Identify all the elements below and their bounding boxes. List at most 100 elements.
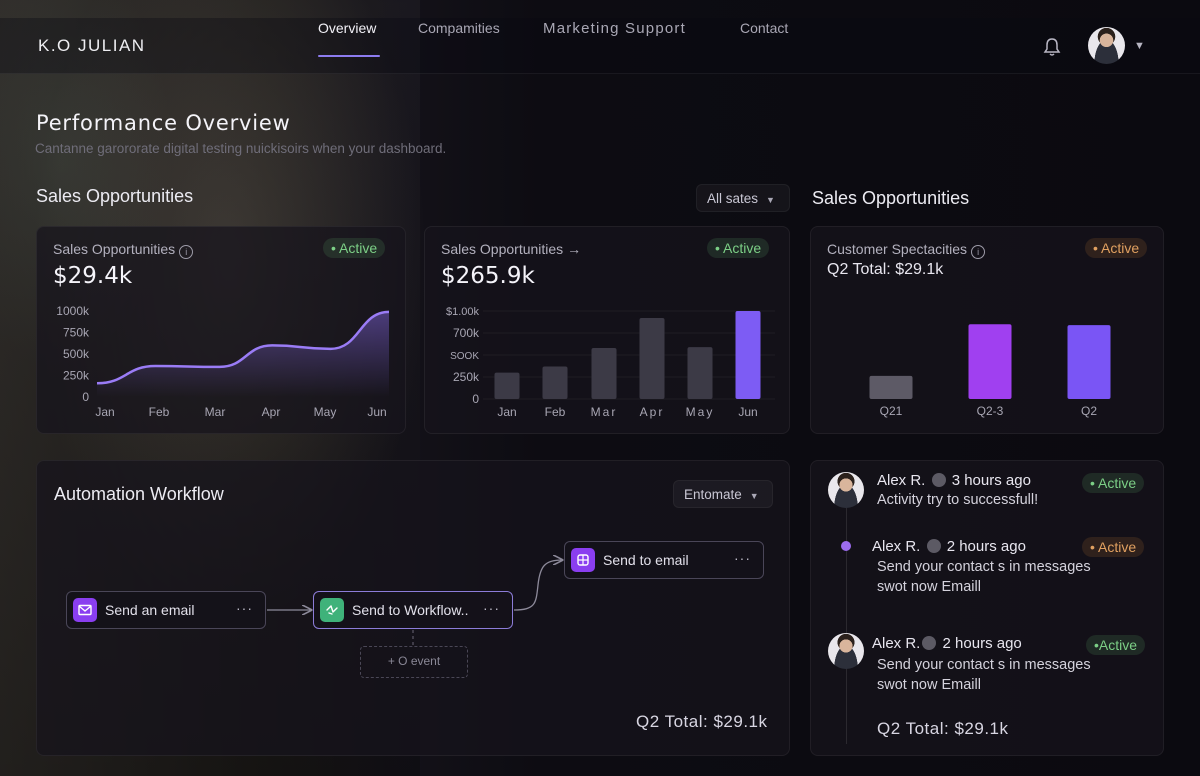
x-tick-label: Jan [497, 405, 516, 419]
bar [591, 347, 617, 399]
y-tick-label: 250k [63, 369, 90, 383]
workflow-total: Q2 Total: $29.1k [636, 712, 768, 731]
more-options-icon[interactable]: ··· [734, 550, 751, 566]
feed-item-text: Activity try to successfull! [877, 492, 1039, 508]
grid-icon [571, 548, 595, 572]
sales-filter-dropdown[interactable]: All sates ▼ [696, 184, 790, 212]
sales-line-card: Sales Opportunities i $29.4k • Active 100… [36, 226, 406, 434]
bar [735, 311, 761, 399]
x-tick-label: Jun [367, 405, 386, 419]
add-event-button[interactable]: + O event [360, 646, 468, 678]
chevron-down-icon: ▼ [749, 491, 759, 501]
feed-item-header: Alex R. 2 hours ago [872, 635, 1022, 652]
bar-chart: $1.00k 700k SOOK 250k 0 Jan Feb Mar Apr May Jun [446, 306, 775, 419]
bar [1067, 325, 1111, 399]
node-label: Send to Workflow.. [352, 602, 469, 618]
y-tick-label: 750k [63, 326, 90, 340]
page-title: Performance Overview [36, 111, 291, 135]
avatar[interactable] [828, 472, 864, 508]
workflow-filter-label: Entomate [684, 487, 742, 502]
x-tick-label: Feb [149, 405, 170, 419]
mail-icon [73, 598, 97, 622]
more-options-icon[interactable]: ··· [483, 600, 500, 616]
workflow-node-send-to-email[interactable]: Send to email ··· [564, 541, 764, 579]
x-tick-label: Q2 [1081, 404, 1097, 418]
y-tick-label: 250k [453, 370, 480, 384]
line-chart: 1000k 750k 500k 250k 0 Jan Feb Mar Apr May Jun [56, 304, 390, 419]
status-badge: • Active [323, 238, 386, 258]
status-badge: • Active [1082, 473, 1145, 493]
right-section-title: Sales Opportunities [812, 188, 970, 208]
x-tick-label: May [314, 405, 337, 419]
activity-feed-card [810, 460, 1164, 756]
sales-filter-label: All sates [707, 191, 759, 206]
status-dot-icon [922, 636, 937, 650]
sales-bar-card: Sales Opportunities → $265.9k • Active $… [424, 226, 790, 434]
bar-card-value: $265.9k [441, 263, 535, 289]
notification-bell-icon[interactable] [1041, 36, 1063, 58]
customer-card-title: Customer Spectacities i [827, 241, 986, 259]
info-icon[interactable]: i [971, 245, 986, 259]
feed-item-text: Send your contact s in messages swot now… [877, 559, 1091, 595]
nav-overview[interactable]: Overview [318, 20, 377, 36]
x-tick-label: Jun [738, 405, 757, 419]
feed-item-text: Send your contact s in messages swot now… [877, 657, 1091, 693]
y-tick-label: $1.00k [446, 306, 480, 318]
chevron-down-icon[interactable]: ▼ [1134, 40, 1145, 52]
status-badge: •Active [1086, 635, 1146, 655]
status-dot-icon [926, 539, 941, 553]
bar [869, 375, 913, 399]
brand-logo[interactable]: K.O JULIAN [38, 36, 146, 55]
nav-contact[interactable]: Contact [740, 20, 789, 36]
page-subtitle: Cantanne garororate digital testing nuic… [35, 141, 447, 156]
quarter-bar-chart: Q21 Q2-3 Q2 [869, 324, 1111, 418]
line-card-title: Sales Opportunities i [53, 241, 194, 259]
y-tick-label: 0 [82, 390, 89, 404]
y-tick-label: 500k [63, 347, 90, 361]
line-area-fill [97, 311, 389, 397]
bar-card-title: Sales Opportunities → [441, 241, 582, 257]
top-navigation-bar: K.O JULIAN [0, 18, 1200, 74]
x-tick-label: May [686, 405, 715, 419]
y-tick-label: 0 [472, 392, 479, 406]
status-badge: • Active [707, 238, 770, 258]
workflow-node-send-to-workflow[interactable]: Send to Workflow.. ··· [313, 591, 513, 629]
nav-compamities[interactable]: Compamities [418, 20, 500, 36]
bar [687, 347, 713, 399]
node-label: Send an email [105, 602, 195, 618]
workflow-filter-dropdown[interactable]: Entomate ▼ [673, 480, 773, 508]
sales-section-title: Sales Opportunities [36, 186, 194, 206]
x-tick-label: Jan [95, 405, 114, 419]
x-tick-label: Q2-3 [977, 404, 1004, 418]
info-icon[interactable]: i [179, 245, 194, 259]
bar [639, 318, 665, 399]
status-badge: • Active [1085, 238, 1148, 258]
customer-card: Customer Spectacities i Q2 Total: $29.1k … [810, 226, 1164, 434]
x-tick-label: Apr [640, 405, 665, 419]
line-series [96, 310, 390, 385]
feed-item-header: Alex R. 2 hours ago [872, 538, 1026, 555]
nav-marketing-support[interactable]: Marketing Support [543, 20, 686, 37]
x-tick-label: Feb [545, 405, 566, 419]
more-options-icon[interactable]: ··· [236, 600, 253, 616]
x-tick-label: Q21 [880, 404, 903, 418]
workflow-node-send-email[interactable]: Send an email ··· [66, 591, 266, 629]
x-tick-label: Mar [205, 405, 226, 419]
workflow-icon [320, 598, 344, 622]
status-dot-icon [931, 473, 946, 487]
x-tick-label: Apr [262, 405, 281, 419]
timeline-dot [841, 541, 851, 551]
customer-card-total: Q2 Total: $29.1k [827, 261, 944, 278]
y-tick-label: SOOK [450, 351, 479, 362]
connector-arrow [513, 560, 562, 611]
avatar[interactable] [828, 633, 864, 669]
feed-item-header: Alex R. 3 hours ago [877, 472, 1031, 489]
bar [542, 366, 568, 399]
status-badge: • Active [1082, 537, 1145, 557]
line-card-value: $29.4k [53, 263, 133, 289]
x-tick-label: Mar [591, 405, 618, 419]
user-avatar[interactable] [1088, 27, 1125, 64]
workflow-title: Automation Workflow [54, 484, 224, 504]
timeline-line [846, 508, 847, 744]
